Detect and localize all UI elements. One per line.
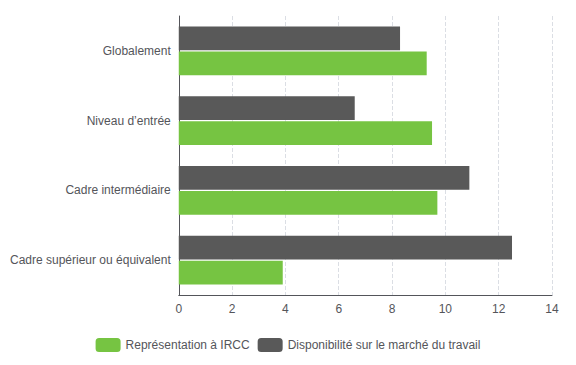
svg-text:Cadre intermédiaire: Cadre intermédiaire	[65, 183, 171, 197]
svg-text:4: 4	[282, 302, 289, 316]
svg-text:8: 8	[389, 302, 396, 316]
svg-text:12: 12	[492, 302, 506, 316]
svg-text:14: 14	[545, 302, 559, 316]
svg-text:0: 0	[175, 302, 182, 316]
svg-text:Cadre supérieur ou équivalent: Cadre supérieur ou équivalent	[10, 253, 171, 267]
svg-text:Disponibilité sur le marché du: Disponibilité sur le marché du travail	[288, 338, 481, 352]
svg-text:Niveau d’entrée: Niveau d’entrée	[87, 114, 171, 128]
svg-text:Globalement: Globalement	[103, 44, 172, 58]
svg-text:Représentation à IRCC: Représentation à IRCC	[126, 338, 250, 352]
svg-text:6: 6	[335, 302, 342, 316]
svg-text:10: 10	[439, 302, 453, 316]
svg-text:2: 2	[229, 302, 236, 316]
